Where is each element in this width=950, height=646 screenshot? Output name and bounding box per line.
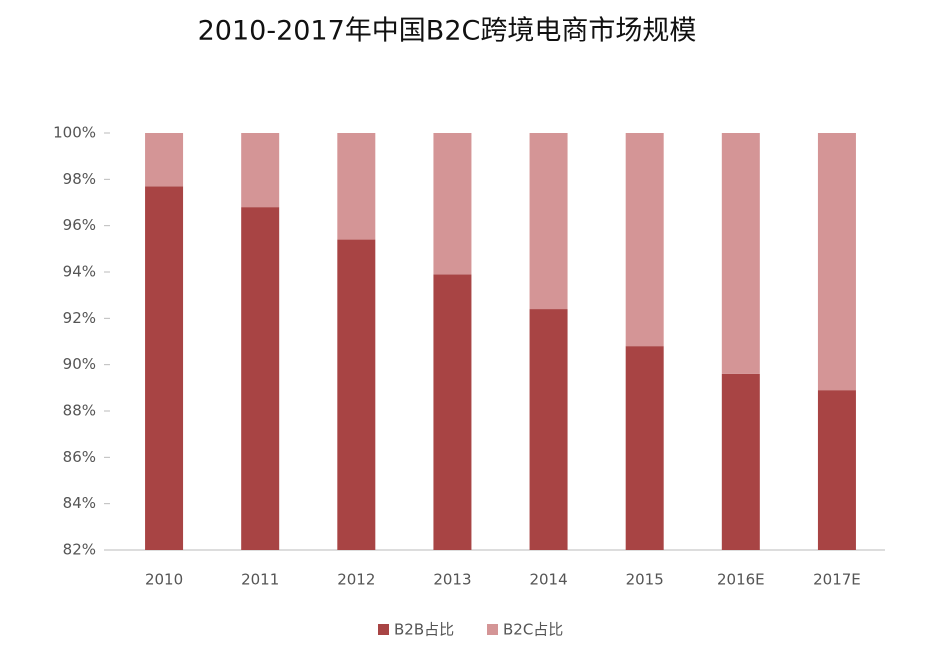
- bar-segment: [241, 207, 280, 550]
- x-tick-label: 2011: [241, 571, 279, 589]
- y-tick-label: 92%: [63, 309, 96, 327]
- y-tick-label: 100%: [53, 124, 96, 142]
- bar-segment: [625, 346, 664, 550]
- bar-segment: [241, 133, 280, 208]
- bar-segment: [817, 133, 856, 391]
- bar-segment: [337, 239, 376, 551]
- bar-segment: [529, 309, 568, 550]
- bar-segment: [721, 133, 760, 374]
- y-tick-label: 98%: [63, 170, 96, 188]
- y-tick-label: 82%: [63, 541, 96, 559]
- y-tick-label: 88%: [63, 402, 96, 420]
- bar-segment: [529, 133, 568, 310]
- x-tick-label: 2017E: [813, 571, 861, 589]
- bar-segment: [817, 390, 856, 550]
- x-tick-label: 2010: [145, 571, 183, 589]
- y-tick-label: 86%: [63, 448, 96, 466]
- legend-swatch: [487, 624, 498, 635]
- bar-segment: [145, 186, 184, 551]
- legend-label: B2B占比: [394, 621, 454, 639]
- x-tick-label: 2016E: [717, 571, 765, 589]
- x-tick-label: 2014: [529, 571, 567, 589]
- bar-segment: [337, 133, 376, 240]
- y-tick-label: 94%: [63, 263, 96, 281]
- bar-segment: [433, 133, 472, 275]
- bar-segment: [721, 373, 760, 550]
- legend-label: B2C占比: [503, 621, 563, 639]
- bar-segment: [433, 274, 472, 550]
- x-tick-label: 2015: [626, 571, 664, 589]
- legend-swatch: [378, 624, 389, 635]
- bar-segment: [625, 133, 664, 347]
- y-tick-label: 84%: [63, 494, 96, 512]
- chart-title: 2010-2017年中国B2C跨境电商市场规模: [198, 16, 697, 47]
- y-tick-label: 96%: [63, 216, 96, 234]
- x-tick-label: 2012: [337, 571, 375, 589]
- x-tick-label: 2013: [433, 571, 471, 589]
- bar-segment: [145, 133, 184, 187]
- y-tick-label: 90%: [63, 355, 96, 373]
